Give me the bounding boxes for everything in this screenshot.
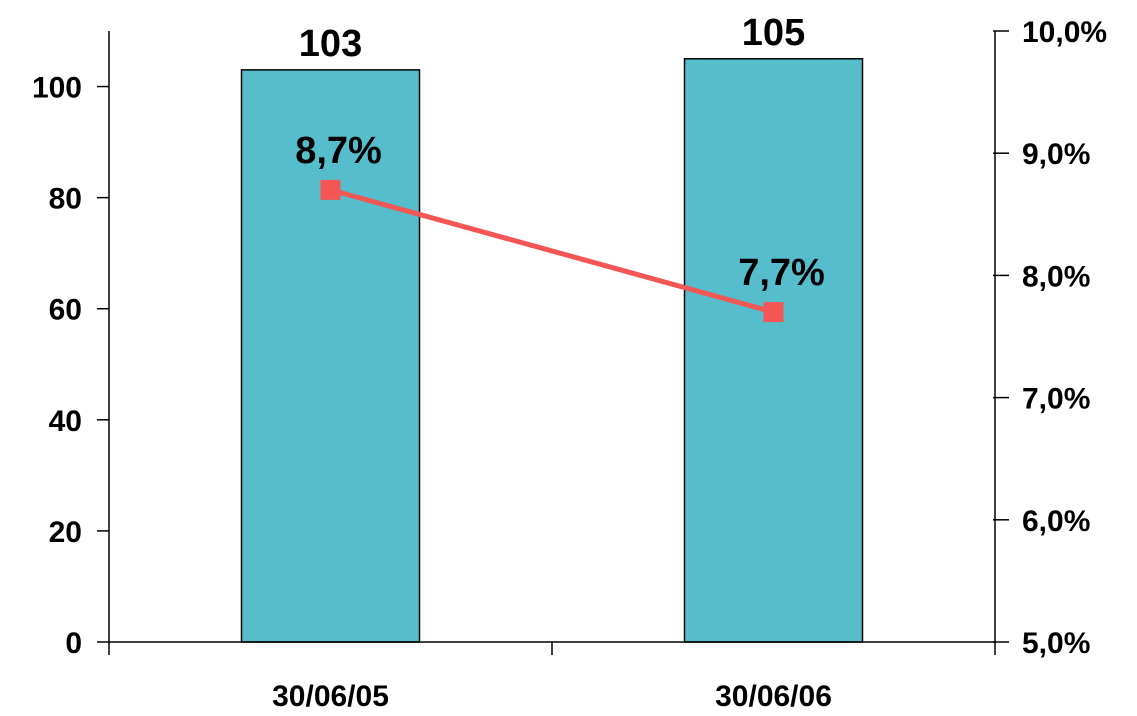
left-axis-tick-label: 40 [49, 405, 82, 438]
left-axis-tick-label: 100 [32, 72, 82, 105]
right-axis-tick-label: 8,0% [1022, 260, 1090, 293]
line-marker-1 [320, 179, 341, 200]
x-axis-category-label: 30/06/06 [715, 680, 832, 713]
bar-2 [683, 58, 864, 643]
x-axis-category-label: 30/06/05 [272, 680, 389, 713]
right-axis-tick-label: 7,0% [1022, 383, 1090, 416]
right-axis-tick-label: 10,0% [1022, 16, 1107, 49]
bar-1 [240, 69, 421, 643]
left-axis-tick-label: 0 [65, 627, 82, 660]
right-axis-tick-label: 9,0% [1022, 138, 1090, 171]
line-value-label: 8,7% [295, 130, 382, 172]
line-value-label: 7,7% [738, 252, 825, 294]
line-series-path [329, 187, 775, 315]
right-axis-tick-label: 6,0% [1022, 505, 1090, 538]
bar-value-label: 105 [742, 12, 805, 54]
left-axis-tick-label: 80 [49, 183, 82, 216]
bar-value-label: 103 [299, 23, 362, 65]
line-marker-2 [763, 302, 784, 323]
right-axis-tick-label: 5,0% [1022, 627, 1090, 660]
left-axis-tick-label: 20 [49, 516, 82, 549]
left-axis-tick-label: 60 [49, 294, 82, 327]
